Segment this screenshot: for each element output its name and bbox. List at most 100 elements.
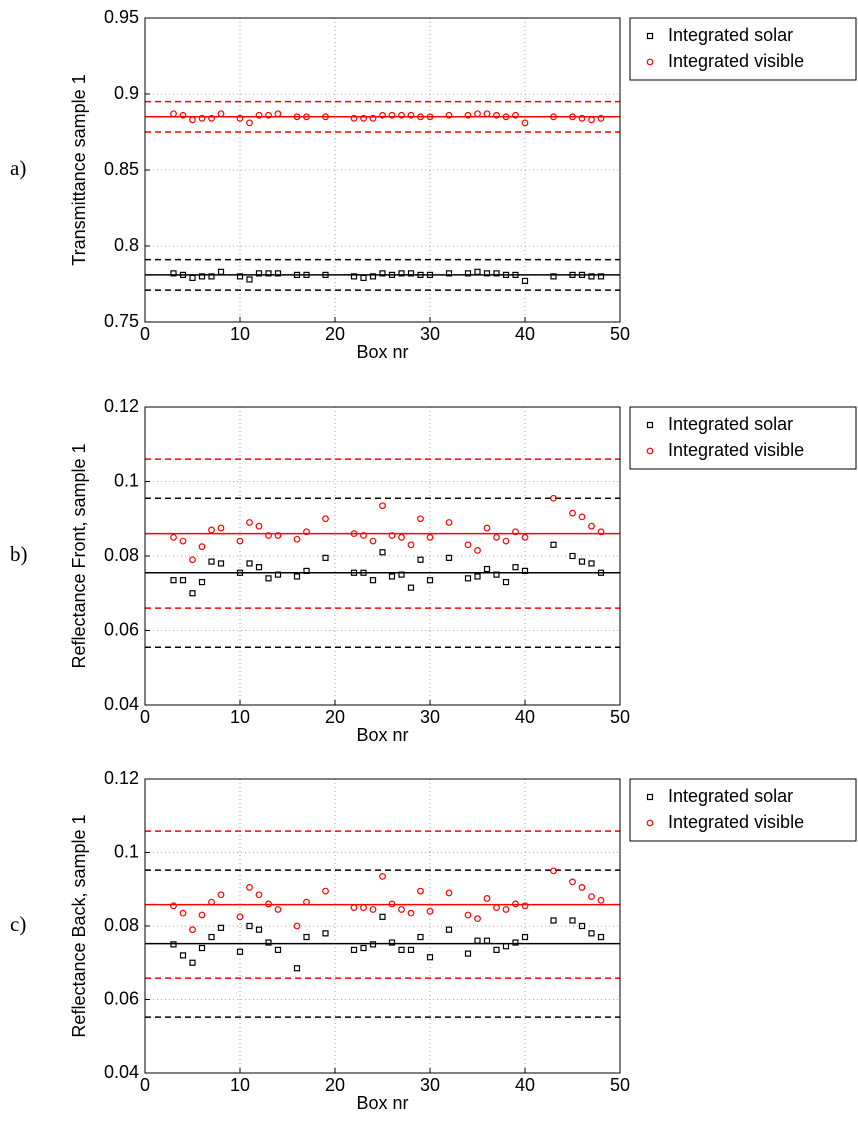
data-point [502,113,510,121]
data-point [483,270,491,277]
data-point [588,930,595,937]
data-point [474,268,481,275]
data-point [569,917,576,924]
data-point [597,933,605,941]
data-point [426,954,434,961]
y-tick-label: 0.1 [114,841,139,861]
data-point [426,271,434,278]
data-point [588,116,595,124]
data-point [398,906,405,913]
data-point [274,270,282,277]
data-point [217,268,225,275]
data-point [322,930,329,937]
data-point [208,898,215,906]
y-axis-label: Reflectance Back, sample 1 [69,814,89,1037]
data-point [360,114,367,122]
data-point [379,549,386,556]
plot-area [145,779,620,1073]
legend-label: Integrated solar [668,786,793,806]
data-point [521,902,529,910]
panel-label: c) [10,912,26,936]
data-point [379,502,386,510]
data-point [483,565,491,573]
data-point [521,533,529,541]
data-point [407,541,415,549]
data-point [293,965,301,972]
data-point [170,110,177,118]
data-point [578,271,586,278]
data-point [521,277,529,285]
data-point [512,939,519,946]
y-tick-label: 0.08 [104,915,139,935]
x-tick-label: 10 [230,1075,250,1095]
data-point [417,515,424,523]
data-point [255,891,263,899]
y-tick-label: 0.06 [104,619,139,639]
legend-box [629,778,857,842]
y-tick-label: 0.95 [104,7,139,27]
data-point [512,900,519,908]
data-point [255,522,263,530]
x-tick-label: 10 [230,324,250,344]
panel-label: b) [10,542,28,566]
data-point [360,904,367,912]
data-point [474,110,481,118]
data-point [550,867,557,875]
data-point [483,110,491,118]
y-tick-label: 0.75 [104,311,139,331]
data-point [445,554,453,561]
x-tick-label: 30 [420,707,440,727]
data-point [407,584,415,591]
data-point [597,896,605,904]
data-point [189,590,196,597]
y-tick-label: 0.12 [104,396,139,416]
y-tick-label: 0.1 [114,470,139,490]
data-point [179,271,187,278]
legend-box [629,406,857,470]
data-point [512,564,519,571]
data-point [550,113,557,121]
data-point [569,509,576,517]
data-point [369,906,377,913]
data-point [265,111,272,119]
data-point [265,270,272,277]
data-point [369,577,377,584]
legend-marker [646,421,654,429]
data-point [236,569,244,576]
data-point [407,946,415,953]
data-point [293,535,301,543]
data-point [198,273,206,280]
x-tick-label: 20 [325,324,345,344]
data-point [474,573,481,580]
data-point [350,114,358,122]
data-point [369,273,377,280]
data-point [246,884,253,891]
data-point [426,113,434,121]
data-point [569,271,576,278]
data-point [550,541,557,548]
data-point [398,111,405,119]
data-point [388,939,396,946]
legend-label: Integrated visible [668,812,804,832]
data-point [246,560,253,567]
x-tick-label: 20 [325,1075,345,1095]
data-point [322,887,329,895]
data-point [407,111,415,119]
data-point [303,898,310,906]
y-tick-label: 0.8 [114,235,139,255]
legend-marker [646,793,654,801]
data-point [493,111,500,119]
data-point [274,532,282,539]
data-point [179,577,187,584]
data-point [379,913,386,920]
data-point [198,911,206,919]
x-tick-label: 20 [325,707,345,727]
data-point [179,111,187,119]
data-point [445,926,453,933]
data-point [426,533,434,541]
plot-area [145,407,620,705]
data-point [265,900,272,908]
x-tick-label: 50 [610,1075,630,1095]
data-point [569,552,576,560]
x-tick-label: 30 [420,324,440,344]
